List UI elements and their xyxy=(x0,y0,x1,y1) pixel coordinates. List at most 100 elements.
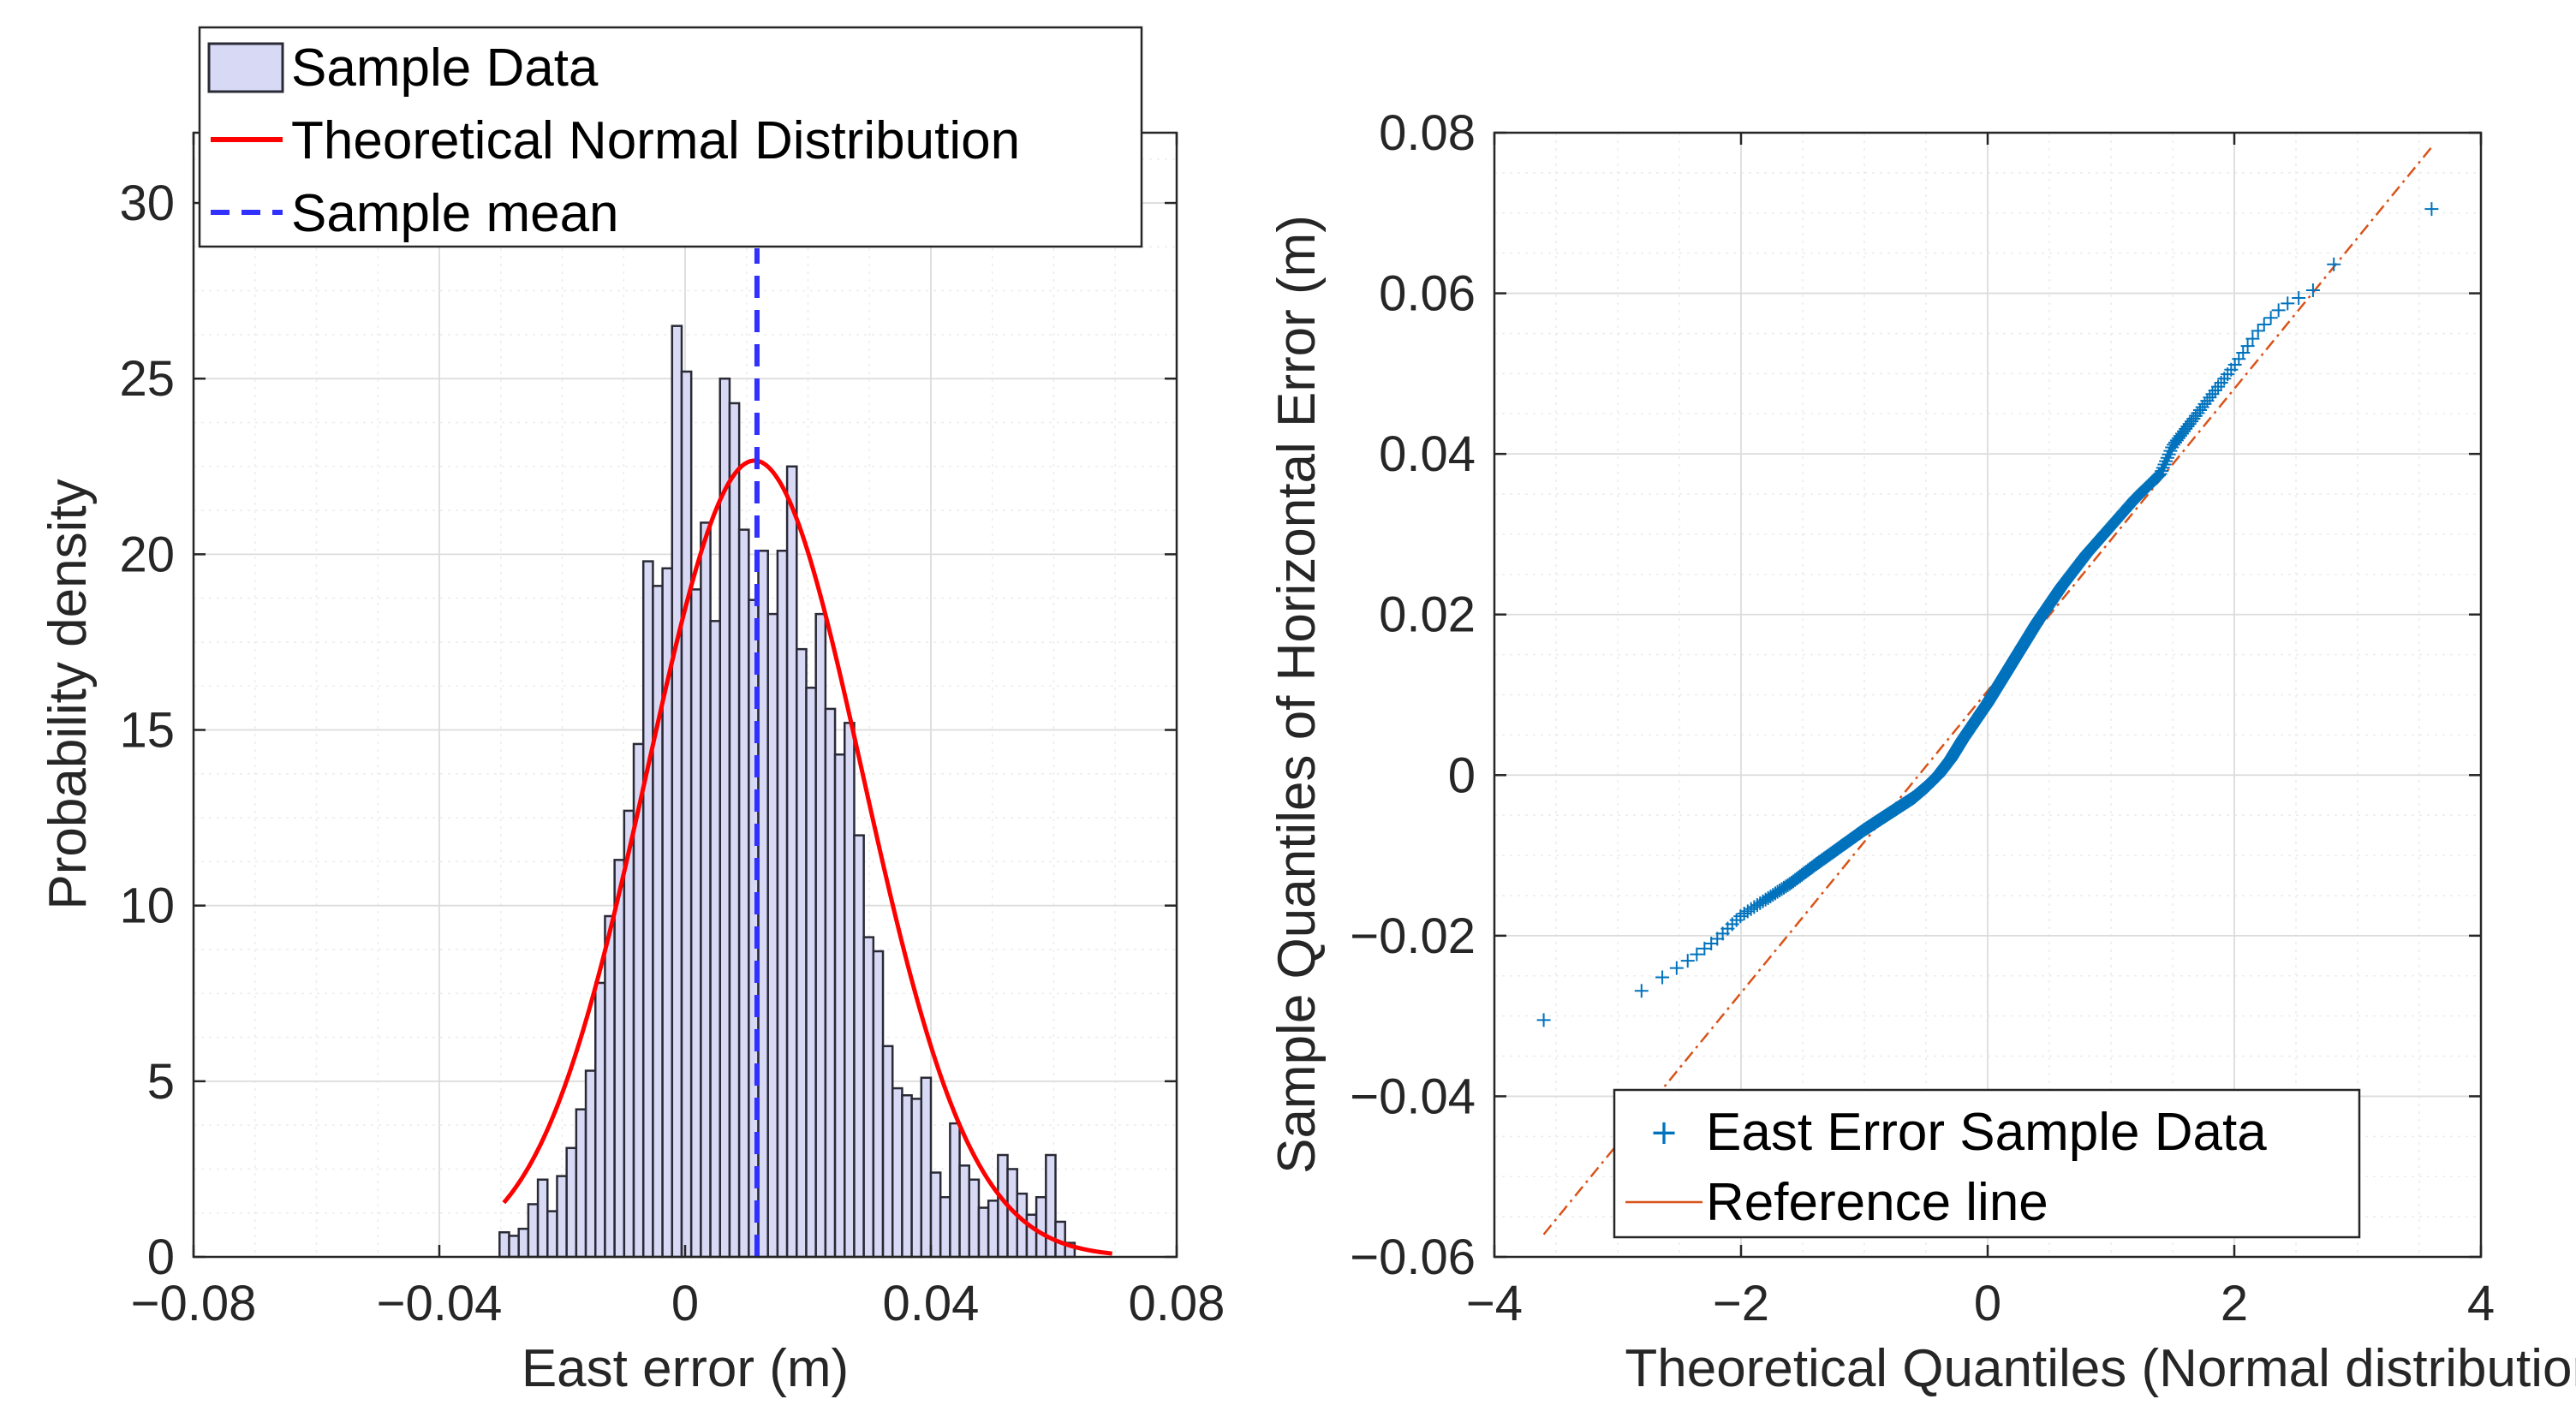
histogram-bar xyxy=(604,914,616,1259)
reference-line xyxy=(1542,146,2433,1235)
qq-legend: + East Error Sample Data Reference line xyxy=(1613,1088,2361,1239)
histogram-bar xyxy=(949,1122,961,1259)
legend-sample-data-label: Sample Data xyxy=(291,39,599,98)
qq-x-tick-label: −2 xyxy=(1713,1276,1769,1331)
histogram-bar xyxy=(833,753,846,1259)
histogram-bar xyxy=(920,1076,933,1259)
qq-sample-point xyxy=(2271,303,2286,318)
histogram-bar xyxy=(613,859,626,1259)
normal-distribution-curve xyxy=(502,458,1112,1256)
histogram-x-tick-labels: −0.08 −0.04 0 0.04 0.08 xyxy=(131,1276,1225,1331)
histogram-legend-box xyxy=(198,26,1143,248)
histogram-bar xyxy=(575,1108,587,1259)
qq-sample-point xyxy=(2327,257,2341,271)
histogram-legend: Sample Data Theoretical Normal Distribut… xyxy=(198,26,1143,248)
qq-y-tick-label: −0.02 xyxy=(1350,908,1476,964)
histogram-bar xyxy=(929,1171,942,1259)
qq-panel: −0.06 −0.04 −0.02 0 0.02 0.04 0.06 0.08 −4 −2 0 2 4… xyxy=(1267,105,2576,1398)
qq-sample-point xyxy=(2205,387,2220,402)
legend-mean-label: Sample mean xyxy=(291,184,619,243)
histogram-bar xyxy=(508,1235,520,1259)
qq-sample-point xyxy=(2163,444,2178,458)
histogram-y-tick-label: 30 xyxy=(119,176,175,231)
qq-y-tick-label: 0.04 xyxy=(1379,426,1476,482)
qq-sample-point xyxy=(2160,450,2174,465)
histogram-x-tick-label: 0 xyxy=(671,1276,699,1331)
histogram-bar xyxy=(1035,1195,1047,1259)
histogram-bar xyxy=(709,620,722,1259)
histogram-y-tick-label: 25 xyxy=(119,351,175,407)
histogram-bar xyxy=(652,585,664,1259)
qq-x-tick-label: −4 xyxy=(1466,1276,1523,1331)
histogram-bar xyxy=(536,1178,549,1259)
qq-sample-point xyxy=(1634,984,1649,998)
histogram-bar xyxy=(785,465,798,1259)
histogram-bar xyxy=(700,521,712,1259)
qq-sample-point xyxy=(1536,1013,1551,1027)
histogram-bar xyxy=(872,950,885,1259)
histogram-bar xyxy=(766,612,779,1259)
qq-sample-point xyxy=(1753,896,1768,910)
histogram-x-tick-label: 0.08 xyxy=(1129,1276,1225,1331)
qq-sample-point xyxy=(2257,317,2271,331)
qq-sample-point xyxy=(2281,296,2295,311)
histogram-y-tick-label: 0 xyxy=(147,1229,175,1285)
qq-y-tick-label: 0.06 xyxy=(1379,266,1476,322)
histogram-x-axis-title: East error (m) xyxy=(522,1339,849,1398)
qq-legend-box xyxy=(1613,1088,2361,1239)
legend-sample-marker-icon: + xyxy=(1649,1113,1679,1152)
qq-x-tick-label: 0 xyxy=(1974,1276,2001,1331)
qq-sample-point xyxy=(1669,961,1684,975)
histogram-bar xyxy=(517,1227,530,1259)
histogram-bar xyxy=(556,1175,568,1259)
qq-sample-point xyxy=(2153,467,2168,481)
histogram-x-tick-label: −0.08 xyxy=(131,1276,257,1331)
qq-sample-point xyxy=(1737,907,1751,921)
histogram-y-tick-label: 15 xyxy=(119,703,175,759)
qq-ticks xyxy=(1493,131,2483,1259)
histogram-bar xyxy=(844,722,856,1259)
qq-y-tick-label: 0.02 xyxy=(1379,587,1476,643)
qq-x-tick-labels: −4 −2 0 2 4 xyxy=(1466,1276,2495,1331)
qq-y-tick-label: 0.08 xyxy=(1379,105,1476,161)
histogram-bar xyxy=(728,402,741,1259)
histogram-x-tick-label: −0.04 xyxy=(377,1276,503,1331)
legend-reference-label: Reference line xyxy=(1706,1173,2048,1232)
qq-sample-point xyxy=(2156,461,2170,475)
histogram-bar xyxy=(776,550,789,1259)
qq-sample-point xyxy=(2305,283,2320,297)
histogram-bar xyxy=(881,1045,894,1259)
histogram-bar xyxy=(757,550,769,1259)
qq-sample-point xyxy=(1680,954,1695,968)
histogram-bar xyxy=(968,1178,981,1259)
histogram-bar xyxy=(641,560,654,1259)
qq-y-tick-label: 0 xyxy=(1448,747,1476,803)
histogram-bar xyxy=(593,981,606,1259)
histogram-bar xyxy=(891,1087,903,1259)
histogram-bar xyxy=(498,1231,510,1259)
qq-sample-point xyxy=(2263,311,2278,325)
qq-sample-point xyxy=(2292,291,2306,306)
qq-sample-point xyxy=(1750,898,1764,913)
histogram-bar xyxy=(958,1164,971,1259)
histogram-y-tick-label: 5 xyxy=(147,1054,175,1110)
qq-sample-point xyxy=(1655,970,1670,985)
qq-sample-point xyxy=(2424,202,2439,217)
histogram-bar xyxy=(584,1069,597,1259)
histogram-panel: 0 5 10 15 20 25 30 −0.08 −0.04 0 0.04 0.08 East er… xyxy=(39,26,1225,1398)
histogram-bar xyxy=(671,324,683,1259)
histogram-bar xyxy=(680,370,693,1259)
histogram-bar xyxy=(796,647,808,1259)
qq-sample-point xyxy=(2159,454,2174,468)
histogram-bar xyxy=(901,1094,913,1259)
qq-sample-points xyxy=(1536,202,2439,1027)
histogram-bar xyxy=(939,1195,951,1259)
histogram-x-tick-label: 0.04 xyxy=(883,1276,980,1331)
histogram-bar xyxy=(565,1146,578,1259)
histogram-bar xyxy=(805,687,817,1259)
histogram-y-axis-title: Probability density xyxy=(39,479,98,909)
histogram-bar xyxy=(719,377,731,1259)
qq-y-tick-label: −0.06 xyxy=(1350,1229,1476,1285)
qq-y-axis-title: Sample Quantiles of Horizontal Error (m) xyxy=(1267,215,1327,1174)
